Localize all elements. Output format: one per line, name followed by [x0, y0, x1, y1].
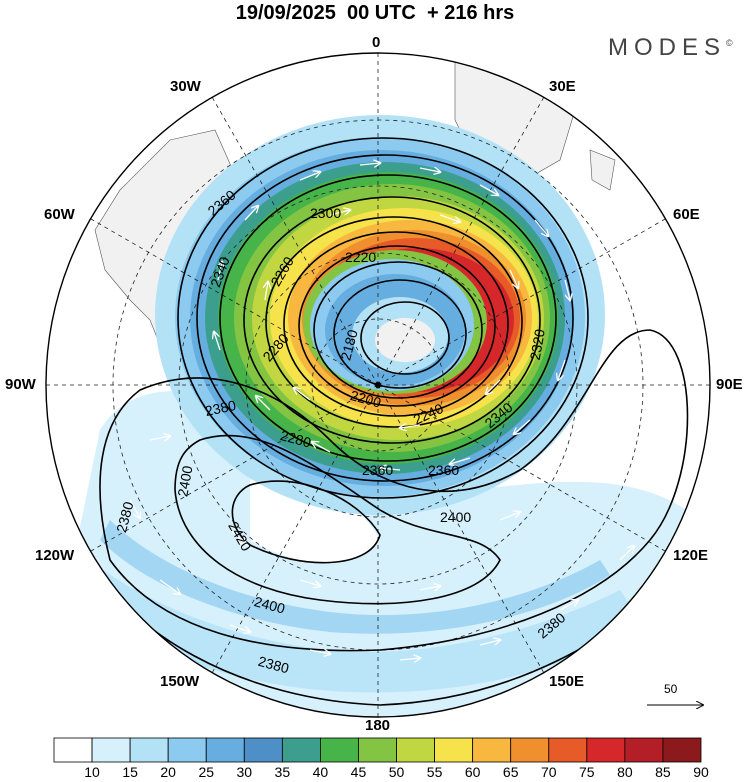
- lon-label-180: 180: [365, 717, 391, 734]
- contour-label: 2380: [257, 653, 291, 677]
- contour-label: 2300: [310, 205, 341, 221]
- colorbar-swatch: [434, 737, 474, 763]
- contour-label: 2400: [252, 593, 286, 617]
- lon-label-150e: 150E: [549, 673, 585, 690]
- colorbar-tick-label: 85: [655, 764, 671, 780]
- contour-2300: [243, 196, 541, 444]
- colorbar-tick-label: 30: [236, 764, 253, 780]
- colorbar-tick-label: 20: [160, 764, 176, 780]
- pole-marker: [375, 382, 381, 388]
- map-disk: [46, 53, 710, 717]
- contour-2400: [174, 434, 501, 605]
- contour-label: 2280: [279, 427, 313, 451]
- shade-outer-20: [100, 520, 610, 634]
- colorbar-tick-label: 55: [426, 764, 443, 780]
- lon-label-30e: 30E: [549, 78, 576, 95]
- contour-label: 2220: [345, 249, 376, 265]
- contour-2200: [333, 279, 467, 389]
- contour-2380-outer: [99, 329, 689, 652]
- contour-2320: [219, 174, 557, 462]
- brand-text: MODES: [608, 34, 727, 61]
- lon-label-0: 0: [372, 34, 381, 51]
- reference-vector-label: 50: [664, 682, 678, 696]
- lon-label-30w: 30W: [170, 78, 201, 95]
- colorbar-tick-label: 60: [464, 764, 481, 780]
- contour-label: 2400: [440, 509, 471, 525]
- colorbar-tick-label: 35: [274, 764, 291, 780]
- contour-2260: [283, 231, 509, 417]
- colorbar: [53, 737, 702, 763]
- contour-2420: [231, 480, 381, 564]
- colorbar-swatch: [167, 737, 207, 763]
- colorbar-swatch: [510, 737, 550, 763]
- contour-label: 2320: [527, 328, 548, 362]
- contour-2180: [360, 301, 450, 375]
- colorbar-tick-label: 45: [350, 764, 367, 780]
- lon-label-120w: 120W: [35, 547, 75, 564]
- colorbar-swatch: [129, 737, 169, 763]
- colorbar-tick-label: 70: [540, 764, 557, 780]
- map-border: [45, 52, 711, 718]
- colorbar-tick-label: 25: [198, 764, 215, 780]
- jet-rings: [205, 162, 565, 474]
- colorbar-swatch: [586, 737, 626, 763]
- contour-label: 2400: [174, 464, 195, 498]
- colorbar-swatch: [662, 737, 702, 763]
- contour-2220: [313, 261, 483, 399]
- contour-label: 2360: [362, 462, 393, 478]
- colorbar-swatch: [472, 737, 512, 763]
- lon-label-60w: 60W: [44, 206, 75, 223]
- colorbar-swatch: [396, 737, 435, 763]
- modes-logo: MODES©: [608, 34, 733, 62]
- lon-label-150w: 150W: [160, 673, 200, 690]
- contour-label: 2360: [428, 462, 459, 478]
- colorbar-tick-label: 40: [312, 764, 329, 780]
- colorbar-swatch: [91, 737, 131, 763]
- brand-mark: ©: [726, 38, 733, 48]
- colorbar-swatch: [320, 737, 359, 763]
- colorbar-swatch: [205, 737, 245, 763]
- lon-label-90e: 90E: [716, 376, 743, 393]
- colorbar-tick-label: 65: [502, 764, 519, 780]
- contour-2340: [196, 154, 574, 482]
- colorbar-tick-label: 50: [388, 764, 405, 780]
- colorbar-swatch: [624, 737, 664, 763]
- colorbar-tick-label: 80: [617, 764, 633, 780]
- contour-label: 2380: [204, 397, 238, 419]
- land-madagascar: [589, 149, 616, 191]
- colorbar-tick-label: 15: [122, 764, 138, 780]
- contour-2360-vortex: [177, 137, 589, 499]
- colorbar-swatch: [243, 737, 283, 763]
- wind-vectors: [129, 163, 642, 660]
- colorbar-tick-label: 10: [84, 764, 100, 780]
- chart-title: 19/09/2025 00 UTC + 216 hrs: [235, 2, 515, 24]
- colorbar-swatch: [281, 737, 321, 763]
- contour-2240: [298, 245, 496, 407]
- contour-label: 2380: [113, 500, 137, 534]
- lon-label-90w: 90W: [5, 376, 36, 393]
- contour-label: 2200: [349, 387, 383, 411]
- lon-label-120e: 120E: [673, 547, 709, 564]
- colorbar-swatch: [358, 737, 397, 763]
- colorbar-tick-label: 90: [693, 764, 709, 780]
- colorbar-swatch: [548, 737, 588, 763]
- contour-2280: [265, 216, 523, 428]
- shade-outer-15: [80, 560, 640, 693]
- lon-label-60e: 60E: [673, 206, 700, 223]
- colorbar-swatch: [53, 737, 93, 763]
- contour-label: 2180: [337, 328, 361, 362]
- colorbar-tick-label: 75: [579, 764, 595, 780]
